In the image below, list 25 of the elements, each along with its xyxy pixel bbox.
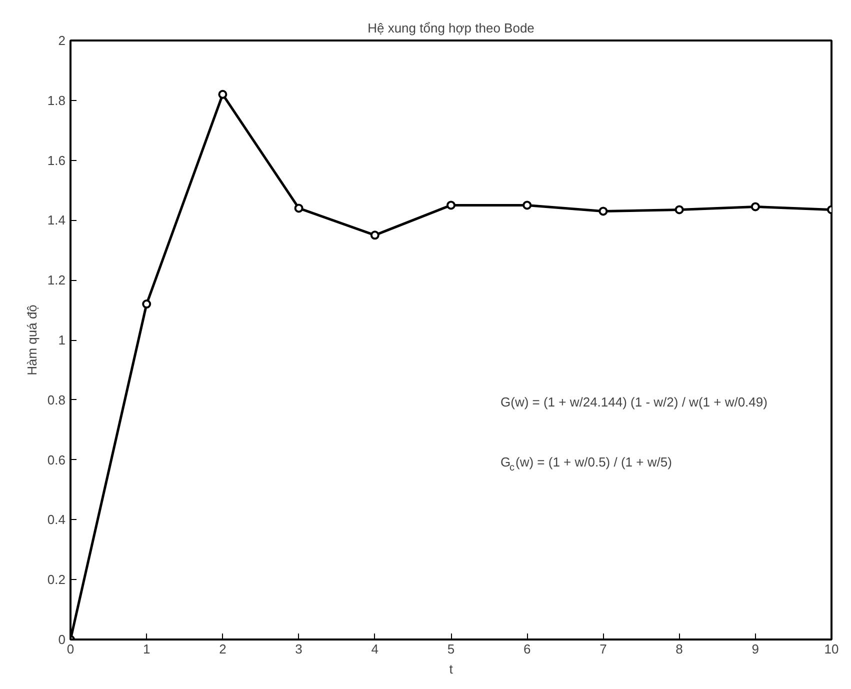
x-tick-label: 2: [219, 642, 226, 656]
y-tick-label: 0: [58, 632, 66, 647]
y-axis-title: Hàm quá độ: [24, 304, 40, 376]
y-tick-label: 1.6: [47, 152, 66, 168]
x-tick-label: 6: [523, 642, 531, 656]
x-axis-title: t: [449, 662, 454, 676]
chart-title: Hệ xung tổng hợp theo Bode: [368, 20, 534, 36]
x-tick-label: 4: [371, 642, 379, 656]
x-tick-label: 8: [676, 642, 683, 656]
y-tick-label: 1.4: [47, 212, 66, 228]
y-tick-label: 2: [58, 33, 66, 48]
x-tick-label: 10: [824, 642, 839, 656]
x-tick-label: 7: [600, 642, 607, 656]
y-tick-label: 1.2: [47, 272, 66, 288]
annotation: G(w) = (1 + w/24.144) (1 - w/2) / w(1 + w/0.49): [500, 394, 768, 410]
y-tick-label: 0.8: [47, 392, 66, 408]
y-tick-label: 0.2: [47, 572, 66, 588]
x-tick-label: 9: [752, 642, 760, 656]
y-tick-label: 1.8: [47, 92, 66, 108]
y-tick-label: 0.6: [47, 452, 66, 468]
y-tick-label: 1: [58, 332, 66, 348]
y-tick-label: 0.4: [47, 512, 66, 528]
x-tick-label: 1: [142, 642, 150, 656]
x-tick-label: 3: [295, 642, 302, 656]
x-tick-label: 5: [447, 642, 455, 656]
